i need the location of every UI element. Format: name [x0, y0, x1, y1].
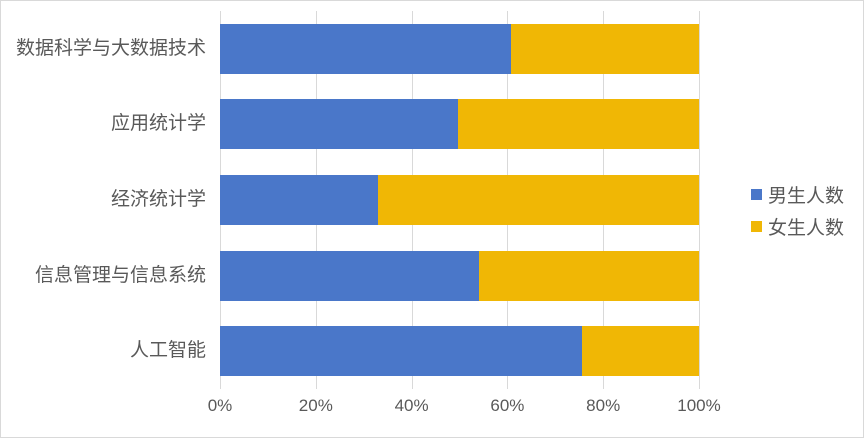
bar-row	[220, 250, 699, 301]
category-label: 应用统计学	[110, 113, 206, 135]
legend-item-male: 男生人数	[751, 178, 844, 210]
x-tick-label: 40%	[394, 396, 429, 415]
gridline	[699, 11, 700, 389]
bar-segment	[220, 250, 480, 301]
bar-segment	[511, 23, 699, 74]
bar-segment	[377, 175, 699, 225]
bar-row	[220, 326, 699, 377]
bar-segment	[220, 23, 512, 74]
legend-label-male: 男生人数	[768, 185, 845, 207]
x-tick-label: 60%	[490, 396, 525, 415]
legend-item-female: 女生人数	[751, 210, 844, 242]
category-label: 人工智能	[129, 340, 206, 362]
category-label: 数据科学与大数据技术	[15, 37, 206, 59]
bar-segment	[220, 326, 583, 377]
bar-row	[220, 23, 699, 74]
legend: 男生人数 女生人数	[751, 178, 844, 242]
plot-area	[220, 11, 700, 389]
category-label: 经济统计学	[110, 189, 206, 210]
x-tick-label: 100%	[677, 396, 721, 415]
bar-segment	[220, 175, 378, 225]
x-tick-label: 0%	[207, 396, 233, 415]
bar-row	[220, 99, 699, 150]
legend-label-female: 女生人数	[768, 217, 845, 239]
bar-segment	[220, 99, 459, 150]
x-tick-label: 20%	[298, 396, 333, 415]
x-tick-label: 80%	[586, 396, 621, 415]
bar-segment	[479, 250, 699, 301]
legend-swatch-female-icon	[751, 220, 762, 232]
category-label: 信息管理与信息系统	[34, 264, 206, 286]
bar-segment	[582, 326, 699, 377]
legend-swatch-male-icon	[751, 188, 762, 200]
bar-row	[220, 175, 699, 225]
bar-segment	[458, 99, 699, 150]
